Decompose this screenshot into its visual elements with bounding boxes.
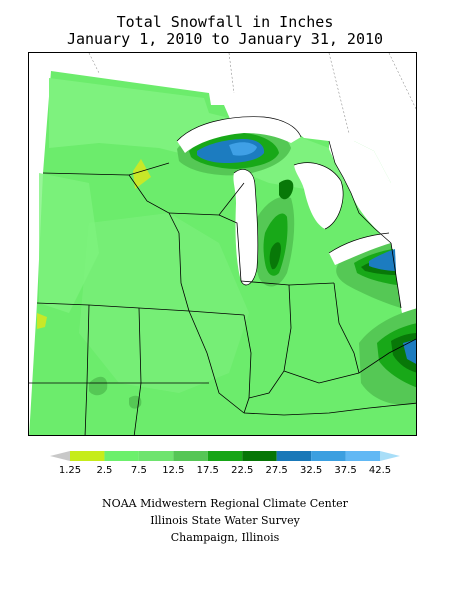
legend-tick-label: 37.5 — [334, 465, 356, 476]
coastlines — [176, 116, 392, 286]
snowfall-zone-light-central — [79, 213, 249, 393]
credit-location: Champaign, Illinois — [170, 531, 280, 544]
snowfall-map — [28, 52, 417, 436]
snowfall-zone-light-west — [39, 173, 99, 313]
legend-swatch — [345, 451, 380, 461]
legend-tick-label: 22.5 — [231, 465, 253, 476]
snowfall-zone-south-patch — [89, 376, 108, 396]
legend-overflow-cap — [380, 451, 400, 461]
legend-swatch — [138, 451, 174, 461]
legend-underflow-cap — [50, 451, 70, 461]
legend-swatch — [173, 451, 208, 461]
map-subtitle-date-range: January 1, 2010 to January 31, 2010 — [66, 30, 384, 48]
legend-tick-labels: 1.25 2.5 7.5 12.5 17.5 22.5 27.5 32.5 37.5 42.5 — [59, 465, 391, 476]
credit-survey: Illinois State Water Survey — [150, 514, 300, 527]
legend-tick-label: 27.5 — [266, 465, 288, 476]
credit-organization: NOAA Midwestern Regional Climate Center — [102, 497, 348, 510]
state-boundaries — [29, 162, 416, 435]
snowfall-zone-west-michigan-darker — [269, 242, 281, 270]
map-title: Total Snowfall in Inches — [116, 13, 334, 31]
snowfall-zone-south-patch-2 — [129, 395, 142, 409]
color-scale-legend: 1.25 2.5 7.5 12.5 17.5 22.5 27.5 32.5 37.5 42.5 — [50, 451, 400, 476]
lake-huron — [294, 162, 344, 229]
snowfall-zone-low-west-edge — [37, 313, 47, 329]
lake-superior — [177, 116, 301, 153]
snowfall-zone-erie-blue — [369, 249, 396, 271]
lake-erie — [329, 233, 391, 265]
legend-tick-label: 2.5 — [96, 465, 112, 476]
snowfall-zone-appalachian-blue — [403, 339, 416, 364]
legend-tick-label: 12.5 — [162, 465, 184, 476]
legend-swatch — [207, 451, 243, 461]
legend-swatch — [311, 451, 346, 461]
legend-tick-label: 32.5 — [300, 465, 322, 476]
legend-swatch — [70, 451, 105, 461]
legend-swatch — [104, 451, 139, 461]
snowfall-zone-low-northwest — [133, 159, 151, 189]
legend-swatch — [276, 451, 312, 461]
legend-tick-label: 17.5 — [197, 465, 219, 476]
graticule — [88, 53, 416, 134]
legend-swatch — [242, 451, 277, 461]
legend-tick-label: 42.5 — [369, 465, 391, 476]
legend-tick-label: 1.25 — [59, 465, 81, 476]
legend-swatches — [50, 451, 400, 461]
snowfall-zone-nw-lower-mi — [279, 179, 294, 200]
canada-water-northeast — [329, 141, 391, 243]
legend-tick-label: 7.5 — [131, 465, 147, 476]
snowfall-map-canvas — [29, 53, 416, 435]
snowfall-zone-superior-lightblue — [229, 142, 257, 156]
